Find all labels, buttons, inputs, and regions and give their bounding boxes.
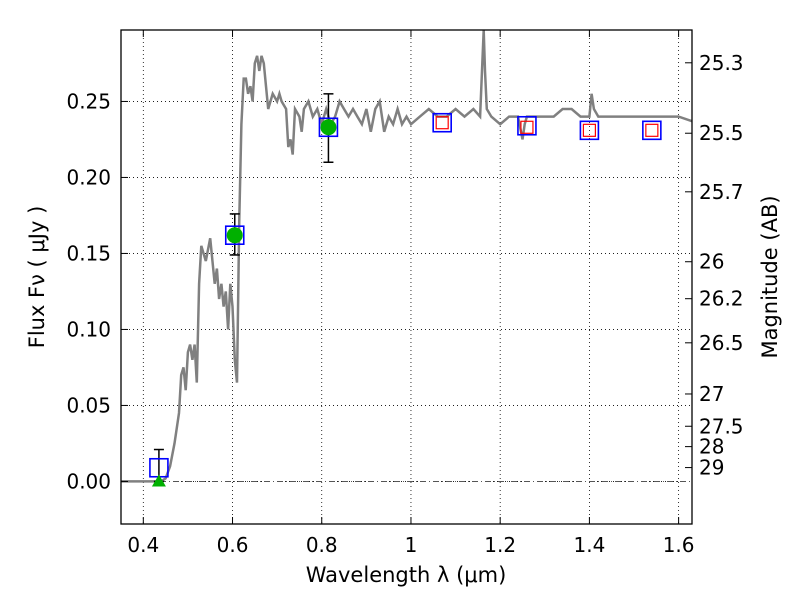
x-axis-title: Wavelength λ (μm): [306, 563, 507, 587]
y2-tick-label: 26: [699, 250, 724, 274]
detection-point: [320, 119, 337, 136]
model-box: [224, 225, 245, 245]
y2-tick-label: 26.5: [699, 331, 744, 355]
y-axis-title: Flux Fν ( μJy ): [25, 206, 49, 349]
model-box: [579, 120, 600, 141]
x-tick-label: 0.8: [306, 533, 338, 557]
y2-tick-label: 29: [699, 456, 724, 480]
observed-box: [645, 123, 659, 137]
upper-limit-marker: [151, 474, 166, 487]
y2-tick-label: 27.5: [699, 414, 744, 438]
y2-tick-label: 26.2: [699, 287, 744, 311]
model-box: [432, 112, 452, 133]
x-tick-label: 1.2: [484, 533, 516, 557]
x-tick-label: 0.6: [217, 533, 249, 557]
y-tick-label: 0.15: [66, 241, 111, 265]
observed-box: [435, 116, 449, 130]
axis-ticks: 0.4 0.6 0.8 1 1.2 1.4 1.6 0.00 0.05 0.10 0.15 0.20 0…: [66, 30, 744, 557]
x-tick-label: 1.4: [573, 533, 605, 557]
plot-background: [121, 30, 692, 524]
observed-box: [520, 120, 534, 134]
observed-box: [582, 123, 596, 137]
y2-tick-label: 27: [699, 382, 724, 406]
y2-tick-label: 28: [699, 435, 724, 459]
y2-tick-label: 25.3: [699, 51, 744, 75]
model-box: [517, 115, 537, 136]
y-tick-label: 0.25: [66, 89, 111, 113]
model-box: [318, 117, 339, 138]
plot-frame: [120, 29, 693, 525]
y-tick-label: 0.05: [66, 393, 111, 417]
y-tick-label: 0.20: [66, 165, 111, 189]
x-tick-label: 1: [405, 533, 418, 557]
model-box: [642, 120, 662, 141]
x-tick-label: 0.4: [127, 533, 159, 557]
y-tick-label: 0.10: [66, 317, 111, 341]
y2-tick-label: 25.5: [699, 121, 744, 145]
x-tick-label: 1.6: [663, 533, 695, 557]
detection-point: [226, 227, 243, 244]
data-marks: [149, 93, 662, 487]
y-tick-label: 0.00: [66, 469, 111, 493]
y2-tick-label: 25.7: [699, 180, 744, 204]
y2-axis-title: Magnitude (AB): [758, 195, 782, 358]
